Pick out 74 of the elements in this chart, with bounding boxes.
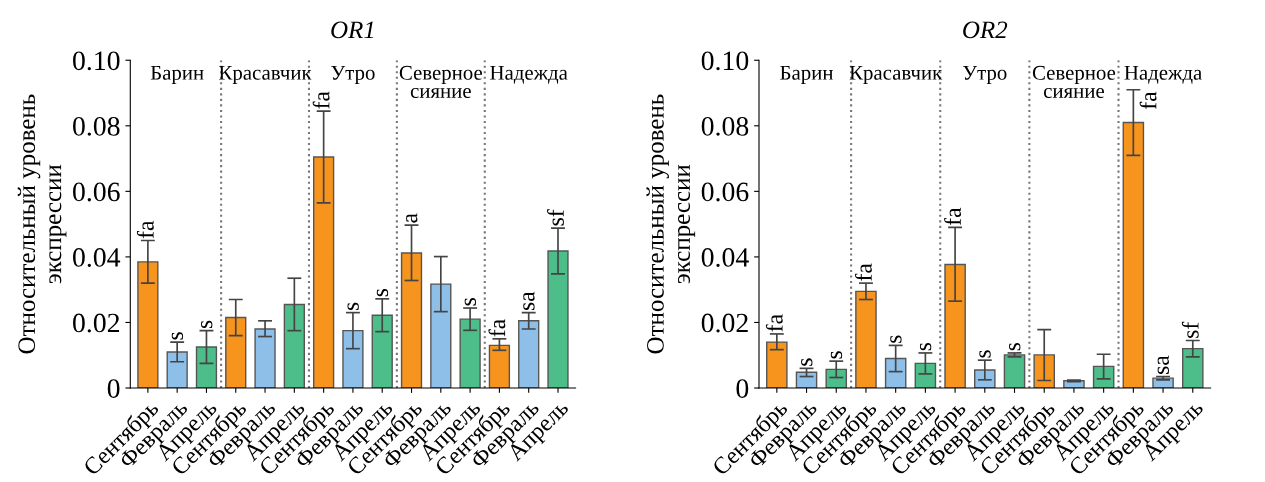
data-label: s (830, 351, 843, 359)
chart-title: OR1 (331, 21, 374, 39)
data-label: s (919, 342, 932, 351)
y-tick-label: 0.02 (701, 313, 748, 333)
y-tick-label: 0.06 (701, 182, 749, 202)
y-tick-label: 0.04 (701, 248, 749, 267)
bar (312, 156, 335, 389)
data-label: sa (523, 291, 535, 311)
bar (1122, 121, 1145, 389)
data-label: fa (1139, 91, 1157, 109)
bar (855, 290, 877, 389)
y-tick-label: 0 (736, 379, 749, 398)
bar (488, 344, 511, 389)
y-tick-label: 0.02 (73, 313, 120, 333)
data-label: s (801, 358, 813, 366)
bar (342, 329, 364, 389)
bar (166, 351, 188, 389)
bar (825, 368, 848, 389)
data-label: s (1009, 342, 1021, 351)
annotation: Северное сияние (1032, 65, 1116, 98)
bar (254, 328, 276, 389)
bar (914, 362, 937, 389)
chart-title: OR2 (963, 21, 1008, 39)
y-tick-label: 0.10 (73, 51, 120, 71)
data-label: fa (855, 263, 872, 281)
data-label: s (464, 298, 477, 306)
bar (547, 250, 569, 389)
y-tick-label: 0 (107, 379, 120, 398)
bar (1181, 347, 1204, 389)
y-axis-title: Относительный уровень экспрессии (646, 94, 696, 354)
data-label: s (890, 335, 902, 343)
data-label: fa (136, 220, 154, 239)
y-tick-label: 0.08 (701, 116, 749, 136)
bar (195, 346, 218, 389)
annotation: Утро (331, 65, 375, 85)
y-axis-title: Относительный уровень экспрессии (17, 94, 67, 354)
annotation: Красавчик (219, 65, 312, 85)
bar (1033, 354, 1056, 389)
bar (137, 261, 159, 389)
y-tick-label: 0.08 (73, 116, 120, 136)
y-tick-label: 0.04 (73, 248, 121, 267)
data-label: sf (547, 209, 564, 226)
data-label: fa (312, 91, 330, 109)
data-label: s (171, 332, 184, 340)
annotation: Барин (780, 65, 834, 85)
annotation: Красавчик (849, 65, 943, 85)
data-label: sa (1157, 355, 1169, 374)
bar (459, 318, 481, 389)
data-label: fa (765, 314, 783, 332)
bar (766, 341, 788, 389)
bar (884, 357, 907, 389)
data-label: s (347, 302, 359, 311)
bar (371, 314, 393, 389)
bar (944, 263, 966, 389)
bar (430, 283, 452, 389)
data-label: s (376, 288, 389, 297)
annotation: Северное сияние (399, 65, 483, 98)
bar (1003, 354, 1026, 389)
data-label: a (406, 213, 418, 223)
data-label: fa (944, 207, 961, 226)
annotation: Утро (962, 65, 1007, 85)
data-label: fa (488, 319, 506, 337)
data-label: s (979, 350, 991, 358)
y-tick-label: 0.10 (701, 51, 749, 71)
annotation: Надежда (490, 65, 568, 84)
bar (225, 316, 247, 389)
annotation: Барин (150, 65, 204, 85)
y-tick-label: 0.06 (73, 182, 120, 202)
annotation: Надежда (1124, 65, 1202, 84)
bar (400, 252, 423, 389)
bar (518, 320, 540, 389)
data-label: sf (1181, 321, 1199, 338)
data-label: s (201, 320, 213, 329)
bar (283, 303, 306, 389)
